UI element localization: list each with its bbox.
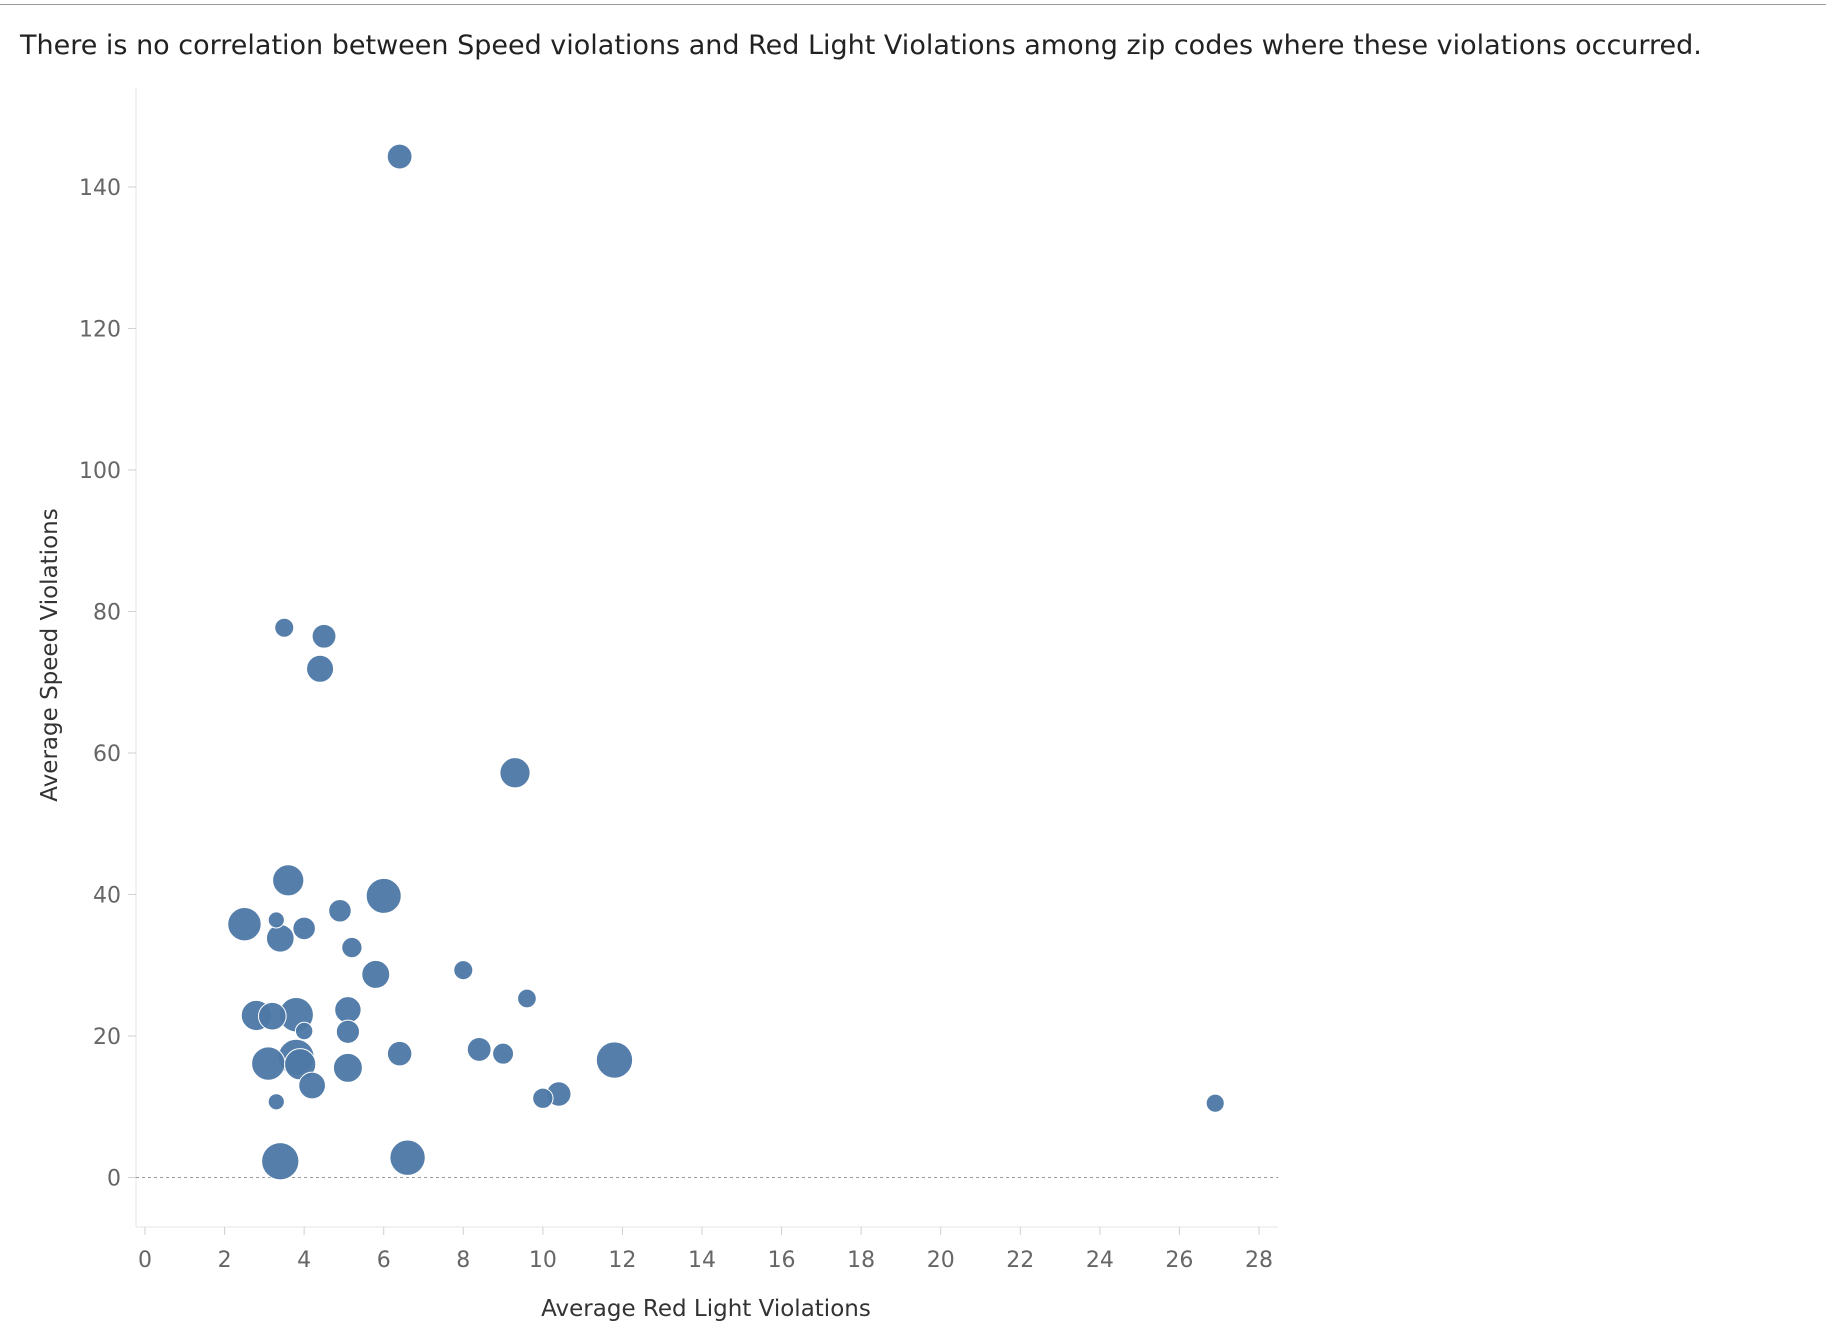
y-tick-label: 80	[93, 600, 121, 625]
x-tick-label: 10	[529, 1248, 557, 1273]
x-tick-label: 26	[1165, 1248, 1193, 1273]
scatter-point[interactable]	[341, 936, 363, 959]
x-tick-label: 16	[768, 1248, 796, 1273]
scatter-point[interactable]	[386, 1040, 413, 1067]
x-tick-label: 8	[456, 1248, 470, 1273]
y-axis-title: Average Speed Violations	[37, 508, 63, 801]
scatter-point[interactable]	[267, 911, 285, 929]
scatter-point[interactable]	[532, 1087, 554, 1109]
scatter-point[interactable]	[386, 143, 413, 170]
x-axis-title: Average Red Light Violations	[541, 1296, 871, 1322]
scatter-point[interactable]	[365, 877, 402, 914]
y-tick-label: 0	[107, 1166, 121, 1191]
scatter-point[interactable]	[257, 1001, 287, 1031]
x-tick-label: 20	[927, 1248, 955, 1273]
scatter-point[interactable]	[227, 906, 262, 942]
scatter-point[interactable]	[294, 1021, 314, 1041]
scatter-point[interactable]	[389, 1139, 426, 1176]
x-tick-label: 6	[377, 1248, 391, 1273]
scatter-point[interactable]	[517, 988, 537, 1009]
scatter-point[interactable]	[1205, 1093, 1225, 1113]
x-tick-label: 14	[688, 1248, 716, 1273]
scatter-point[interactable]	[311, 623, 337, 649]
points-layer	[227, 143, 1225, 1181]
scatter-point[interactable]	[334, 996, 362, 1024]
scatter-point[interactable]	[492, 1042, 515, 1065]
scatter-point[interactable]	[466, 1036, 492, 1062]
scatter-point[interactable]	[298, 1071, 326, 1100]
x-tick-label: 12	[608, 1248, 636, 1273]
y-tick-label: 140	[79, 176, 121, 201]
y-tick-label: 40	[93, 883, 121, 908]
scatter-point[interactable]	[265, 924, 295, 953]
scatter-point[interactable]	[499, 757, 531, 789]
scatter-point[interactable]	[267, 1093, 285, 1111]
y-tick-label: 100	[79, 459, 121, 484]
x-tick-label: 4	[297, 1248, 311, 1273]
x-tick-label: 28	[1245, 1248, 1273, 1273]
scatter-point[interactable]	[274, 617, 295, 638]
scatter-point[interactable]	[332, 1052, 363, 1083]
axes-layer: 0 2 4 6 8 10 12 14 16 18 20 22 24 26 28020406080100120…	[79, 88, 1278, 1273]
x-tick-label: 2	[218, 1248, 232, 1273]
y-tick-label: 120	[79, 317, 121, 342]
scatter-point[interactable]	[292, 916, 316, 941]
scatter-point[interactable]	[595, 1041, 634, 1079]
chart-title: There is no correlation between Speed vi…	[20, 30, 1702, 61]
scatter-point[interactable]	[306, 654, 335, 683]
scatter-point[interactable]	[335, 1019, 361, 1044]
x-tick-label: 0	[138, 1248, 152, 1273]
x-tick-label: 22	[1006, 1248, 1034, 1273]
scatter-point[interactable]	[261, 1142, 300, 1181]
y-tick-label: 20	[93, 1025, 121, 1050]
scatter-point[interactable]	[251, 1046, 286, 1081]
y-tick-label: 60	[93, 742, 121, 767]
scatter-point[interactable]	[453, 960, 474, 981]
top-divider	[0, 0, 1826, 5]
scatter-point[interactable]	[361, 959, 391, 989]
scatter-point[interactable]	[328, 898, 352, 923]
scatter-point[interactable]	[272, 864, 305, 897]
x-tick-label: 18	[847, 1248, 875, 1273]
x-tick-label: 24	[1086, 1248, 1114, 1273]
